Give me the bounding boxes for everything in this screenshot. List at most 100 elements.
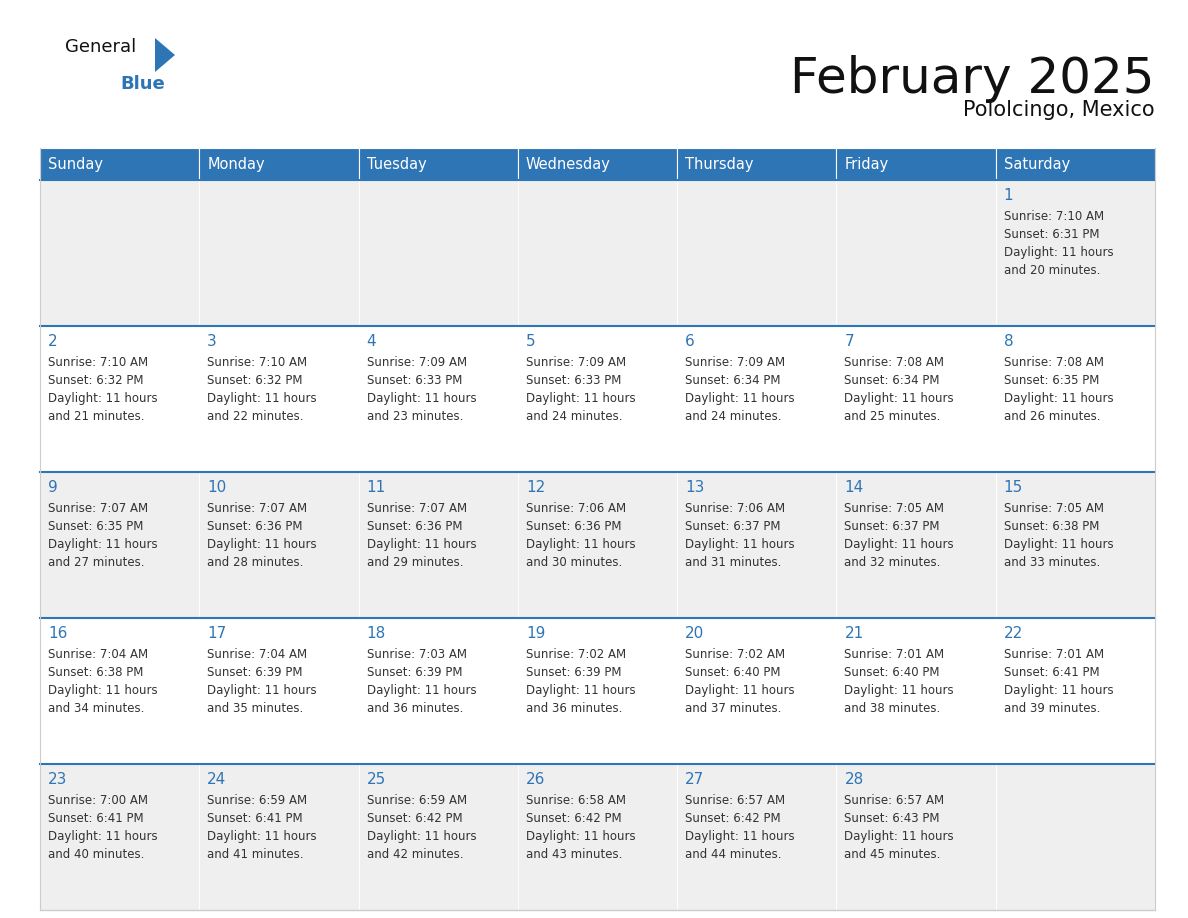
Text: Sunset: 6:40 PM: Sunset: 6:40 PM <box>845 666 940 679</box>
Text: 20: 20 <box>685 626 704 641</box>
Text: Sunrise: 7:10 AM: Sunrise: 7:10 AM <box>207 356 308 369</box>
Bar <box>40 618 200 764</box>
Text: Sunset: 6:31 PM: Sunset: 6:31 PM <box>1004 228 1099 241</box>
Text: Sunrise: 6:59 AM: Sunrise: 6:59 AM <box>207 794 308 807</box>
Text: and 27 minutes.: and 27 minutes. <box>48 556 145 569</box>
Text: and 39 minutes.: and 39 minutes. <box>1004 702 1100 715</box>
Bar <box>836 148 996 180</box>
Text: Sunrise: 7:10 AM: Sunrise: 7:10 AM <box>1004 210 1104 223</box>
Text: 6: 6 <box>685 334 695 349</box>
Text: Sunrise: 7:04 AM: Sunrise: 7:04 AM <box>207 648 308 661</box>
Text: and 42 minutes.: and 42 minutes. <box>367 848 463 861</box>
Text: Daylight: 11 hours: Daylight: 11 hours <box>526 538 636 551</box>
Text: Sunset: 6:34 PM: Sunset: 6:34 PM <box>845 374 940 387</box>
Bar <box>200 764 359 910</box>
Bar <box>40 148 200 180</box>
Text: Sunrise: 7:05 AM: Sunrise: 7:05 AM <box>845 502 944 515</box>
Text: Sunrise: 7:06 AM: Sunrise: 7:06 AM <box>685 502 785 515</box>
Bar <box>677 148 836 180</box>
Text: and 23 minutes.: and 23 minutes. <box>367 410 463 423</box>
Text: Daylight: 11 hours: Daylight: 11 hours <box>207 830 317 843</box>
Text: 24: 24 <box>207 772 227 787</box>
Bar <box>996 764 1155 910</box>
Text: and 35 minutes.: and 35 minutes. <box>207 702 304 715</box>
Text: and 36 minutes.: and 36 minutes. <box>367 702 463 715</box>
Text: Sunset: 6:37 PM: Sunset: 6:37 PM <box>685 520 781 533</box>
Text: Sunset: 6:32 PM: Sunset: 6:32 PM <box>207 374 303 387</box>
Text: Thursday: Thursday <box>685 156 753 172</box>
Text: Sunrise: 7:07 AM: Sunrise: 7:07 AM <box>48 502 148 515</box>
Text: Sunset: 6:36 PM: Sunset: 6:36 PM <box>367 520 462 533</box>
Text: 17: 17 <box>207 626 227 641</box>
Text: Sunday: Sunday <box>48 156 103 172</box>
Bar <box>200 326 359 472</box>
Bar <box>518 764 677 910</box>
Text: Daylight: 11 hours: Daylight: 11 hours <box>1004 246 1113 259</box>
Text: Sunset: 6:33 PM: Sunset: 6:33 PM <box>367 374 462 387</box>
Text: and 29 minutes.: and 29 minutes. <box>367 556 463 569</box>
Text: Daylight: 11 hours: Daylight: 11 hours <box>48 392 158 405</box>
Bar <box>200 148 359 180</box>
Text: Sunrise: 7:03 AM: Sunrise: 7:03 AM <box>367 648 467 661</box>
Text: Sunset: 6:43 PM: Sunset: 6:43 PM <box>845 812 940 825</box>
Text: Daylight: 11 hours: Daylight: 11 hours <box>845 830 954 843</box>
Text: and 38 minutes.: and 38 minutes. <box>845 702 941 715</box>
Bar <box>836 618 996 764</box>
Text: Daylight: 11 hours: Daylight: 11 hours <box>48 684 158 697</box>
Text: Sunset: 6:32 PM: Sunset: 6:32 PM <box>48 374 144 387</box>
Bar <box>836 180 996 326</box>
Text: Sunrise: 7:00 AM: Sunrise: 7:00 AM <box>48 794 148 807</box>
Text: 3: 3 <box>207 334 217 349</box>
Text: and 25 minutes.: and 25 minutes. <box>845 410 941 423</box>
Text: Sunset: 6:36 PM: Sunset: 6:36 PM <box>207 520 303 533</box>
Text: and 20 minutes.: and 20 minutes. <box>1004 264 1100 277</box>
Text: 15: 15 <box>1004 480 1023 495</box>
Text: Sunrise: 7:08 AM: Sunrise: 7:08 AM <box>1004 356 1104 369</box>
Text: Sunset: 6:35 PM: Sunset: 6:35 PM <box>1004 374 1099 387</box>
Text: Sunrise: 7:02 AM: Sunrise: 7:02 AM <box>685 648 785 661</box>
Text: Sunset: 6:39 PM: Sunset: 6:39 PM <box>207 666 303 679</box>
Text: Sunrise: 6:59 AM: Sunrise: 6:59 AM <box>367 794 467 807</box>
Bar <box>677 180 836 326</box>
Text: Sunrise: 7:01 AM: Sunrise: 7:01 AM <box>845 648 944 661</box>
Text: and 24 minutes.: and 24 minutes. <box>685 410 782 423</box>
Bar <box>359 472 518 618</box>
Bar <box>40 764 200 910</box>
Text: Sunset: 6:36 PM: Sunset: 6:36 PM <box>526 520 621 533</box>
Text: Blue: Blue <box>120 75 165 93</box>
Text: Sunset: 6:38 PM: Sunset: 6:38 PM <box>48 666 144 679</box>
Text: Sunrise: 6:58 AM: Sunrise: 6:58 AM <box>526 794 626 807</box>
Text: Daylight: 11 hours: Daylight: 11 hours <box>367 684 476 697</box>
Text: General: General <box>65 38 137 56</box>
Bar <box>677 764 836 910</box>
Text: Sunrise: 7:05 AM: Sunrise: 7:05 AM <box>1004 502 1104 515</box>
Text: and 34 minutes.: and 34 minutes. <box>48 702 145 715</box>
Text: Sunset: 6:38 PM: Sunset: 6:38 PM <box>1004 520 1099 533</box>
Text: Daylight: 11 hours: Daylight: 11 hours <box>207 684 317 697</box>
Text: Daylight: 11 hours: Daylight: 11 hours <box>48 830 158 843</box>
Bar <box>996 326 1155 472</box>
Text: and 40 minutes.: and 40 minutes. <box>48 848 145 861</box>
Text: Sunrise: 7:09 AM: Sunrise: 7:09 AM <box>526 356 626 369</box>
Bar <box>996 148 1155 180</box>
Text: Sunrise: 7:04 AM: Sunrise: 7:04 AM <box>48 648 148 661</box>
Text: 22: 22 <box>1004 626 1023 641</box>
Polygon shape <box>154 38 175 72</box>
Text: 21: 21 <box>845 626 864 641</box>
Text: Sunset: 6:33 PM: Sunset: 6:33 PM <box>526 374 621 387</box>
Bar <box>359 148 518 180</box>
Text: Sunrise: 7:07 AM: Sunrise: 7:07 AM <box>367 502 467 515</box>
Bar <box>200 472 359 618</box>
Bar <box>677 326 836 472</box>
Text: Sunrise: 7:09 AM: Sunrise: 7:09 AM <box>685 356 785 369</box>
Text: Sunrise: 7:10 AM: Sunrise: 7:10 AM <box>48 356 148 369</box>
Bar <box>677 618 836 764</box>
Text: 12: 12 <box>526 480 545 495</box>
Text: Sunset: 6:41 PM: Sunset: 6:41 PM <box>207 812 303 825</box>
Text: Daylight: 11 hours: Daylight: 11 hours <box>207 538 317 551</box>
Text: Sunrise: 6:57 AM: Sunrise: 6:57 AM <box>685 794 785 807</box>
Text: Sunset: 6:39 PM: Sunset: 6:39 PM <box>367 666 462 679</box>
Text: and 37 minutes.: and 37 minutes. <box>685 702 782 715</box>
Text: Sunrise: 7:08 AM: Sunrise: 7:08 AM <box>845 356 944 369</box>
Text: Daylight: 11 hours: Daylight: 11 hours <box>1004 684 1113 697</box>
